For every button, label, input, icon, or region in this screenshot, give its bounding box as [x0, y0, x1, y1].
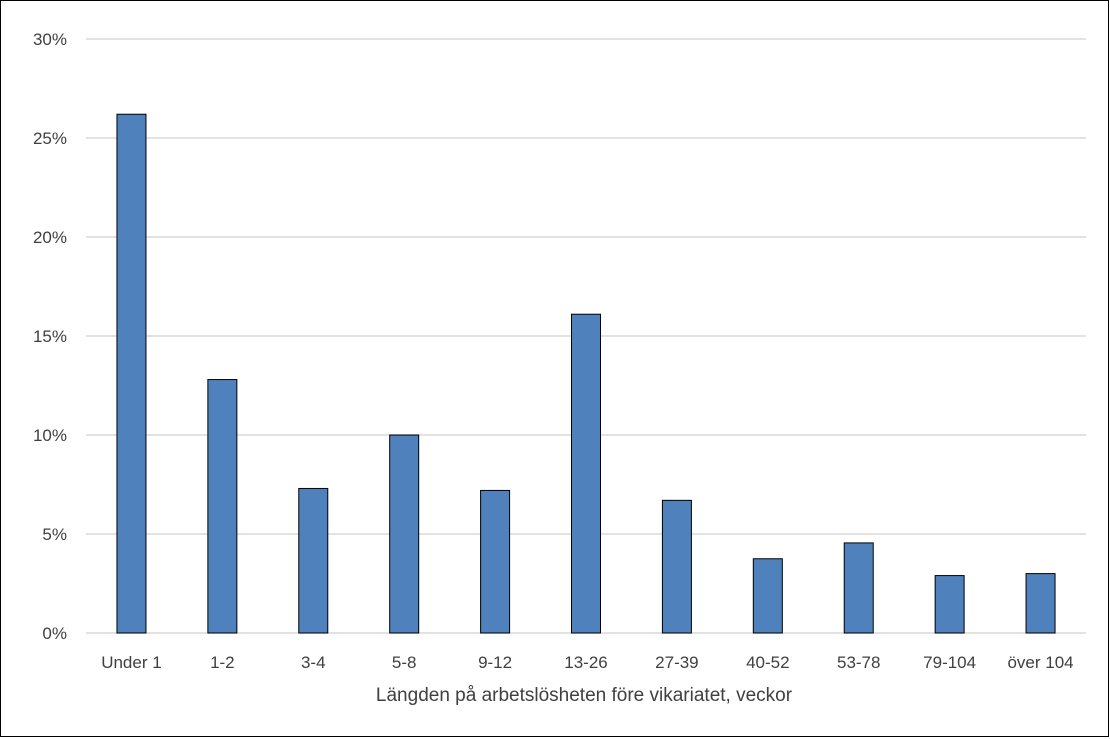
x-tick-label: 9-12 [478, 653, 512, 672]
y-tick-label: 25% [33, 129, 67, 148]
x-tick-label: över 104 [1007, 653, 1073, 672]
x-tick-label: 40-52 [746, 653, 789, 672]
bar [934, 575, 965, 634]
x-tick-label: 27-39 [655, 653, 698, 672]
y-tick-label: 0% [42, 624, 67, 643]
bar [116, 113, 147, 634]
x-tick-label: 53-78 [837, 653, 880, 672]
x-tick-label: 5-8 [392, 653, 417, 672]
bar [207, 379, 238, 634]
bar [480, 489, 511, 634]
x-tick-label: 13-26 [564, 653, 607, 672]
y-tick-label: 5% [42, 525, 67, 544]
y-tick-label: 15% [33, 327, 67, 346]
bar [389, 434, 420, 634]
x-tick-label: 79-104 [923, 653, 976, 672]
y-tick-label: 30% [33, 30, 67, 49]
bar [1025, 573, 1056, 634]
bar [298, 487, 329, 634]
x-axis-title: Längden på arbetslösheten före vikariate… [376, 685, 793, 706]
bar [661, 499, 692, 634]
bar [571, 313, 601, 634]
x-axis-tick-labels: Under 1 1-2 3-4 5-8 9-12 13-26 27-39 40-52 53-78… [101, 653, 1073, 672]
y-tick-label: 20% [33, 228, 67, 247]
bar [752, 558, 783, 634]
bar [843, 542, 874, 634]
x-tick-label: Under 1 [101, 653, 161, 672]
y-axis-tick-labels: 0% 5% 10% 15% 20% 25% 30% [33, 30, 67, 643]
x-tick-label: 1-2 [210, 653, 235, 672]
y-tick-label: 10% [33, 426, 67, 445]
bars [116, 113, 1056, 634]
x-tick-label: 3-4 [301, 653, 326, 672]
